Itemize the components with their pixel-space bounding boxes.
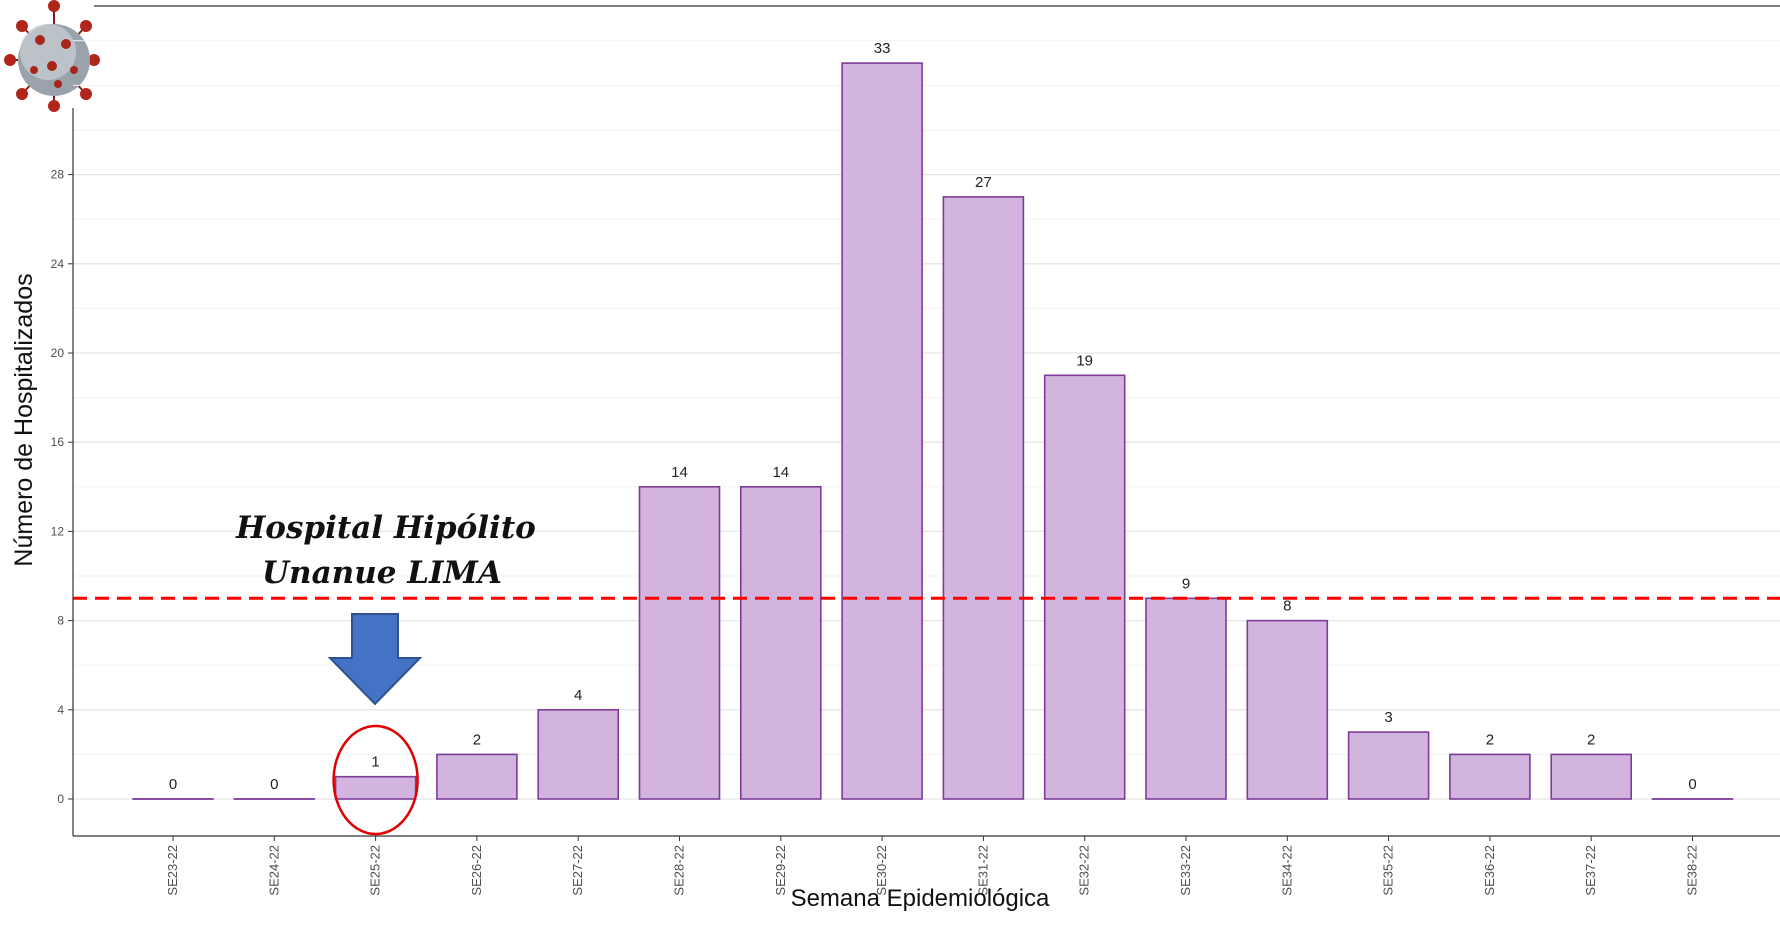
- down-arrow-icon: [327, 613, 423, 706]
- y-tick-label: 4: [57, 703, 64, 717]
- data-label-SE31-22: 27: [975, 174, 992, 191]
- x-tick-label-SE24-22: SE24-22: [266, 845, 281, 896]
- bar-SE31-22: [942, 196, 1025, 800]
- x-ticks: SE23-22 SE24-22 SE25-22 SE26-22 SE27-22 SE28-…: [165, 836, 1700, 896]
- data-label-SE29-22: 14: [772, 464, 789, 481]
- x-tick-label-SE33-22: SE33-22: [1178, 845, 1193, 896]
- data-label-SE35-22: 3: [1384, 709, 1392, 726]
- data-label-SE33-22: 9: [1182, 575, 1190, 592]
- data-label-SE32-22: 19: [1076, 352, 1093, 369]
- data-label-SE24-22: 0: [270, 776, 278, 793]
- y-tick-label: 28: [51, 168, 65, 182]
- virus-icon: [4, 0, 100, 112]
- y-axis-title: Número de Hospitalizados: [10, 273, 38, 566]
- x-tick-label-SE35-22: SE35-22: [1381, 845, 1396, 896]
- x-tick-label-SE36-22: SE36-22: [1482, 845, 1497, 896]
- bar-SE30-22: [841, 62, 923, 800]
- bar-SE25-22: [334, 775, 417, 800]
- bar-SE26-22: [436, 753, 518, 800]
- data-label-SE28-22: 14: [671, 464, 688, 481]
- x-tick-label-SE34-22: SE34-22: [1279, 845, 1294, 896]
- bar-SE32-22: [1043, 374, 1126, 800]
- bar-SE27-22: [537, 708, 620, 800]
- x-tick-label-SE26-22: SE26-22: [469, 845, 484, 896]
- bars: [132, 62, 1734, 800]
- bar-SE33-22: [1145, 597, 1227, 800]
- y-tick-label: 8: [57, 614, 64, 628]
- bar-SE37-22: [1550, 753, 1632, 800]
- data-label-SE30-22: 33: [874, 40, 891, 57]
- y-ticks: 0 4 8 12 16 20 24 28: [51, 168, 73, 806]
- x-tick-label-SE29-22: SE29-22: [773, 845, 788, 896]
- bar-SE29-22: [739, 485, 822, 800]
- highlight-circle: [332, 724, 419, 836]
- x-tick-label-SE23-22: SE23-22: [165, 845, 180, 896]
- data-label-SE25-22: 1: [371, 754, 379, 771]
- y-tick-label: 16: [51, 435, 65, 449]
- bar-SE34-22: [1246, 619, 1329, 800]
- data-label-SE38-22: 0: [1688, 776, 1696, 793]
- bar-SE36-22: [1449, 753, 1531, 800]
- bar-SE28-22: [638, 485, 721, 800]
- x-tick-label-SE27-22: SE27-22: [570, 845, 585, 896]
- data-label-SE37-22: 2: [1587, 731, 1595, 748]
- data-label-SE26-22: 2: [473, 731, 481, 748]
- y-tick-label: 0: [57, 792, 64, 806]
- x-tick-label-SE25-22: SE25-22: [368, 845, 383, 896]
- x-tick-label-SE38-22: SE38-22: [1685, 845, 1700, 896]
- x-tick-label-SE37-22: SE37-22: [1583, 845, 1598, 896]
- annotation-line-1: Hospital Hipólito: [235, 510, 536, 546]
- y-tick-label: 12: [51, 524, 65, 538]
- x-tick-label-SE30-22: SE30-22: [874, 845, 889, 896]
- y-tick-label: 20: [51, 346, 65, 360]
- annotation-line-2: Unanue LIMA: [262, 555, 502, 591]
- x-tick-label-SE28-22: SE28-22: [672, 845, 687, 896]
- data-label-SE23-22: 0: [169, 776, 177, 793]
- data-label-SE34-22: 8: [1283, 598, 1291, 615]
- gridlines: [73, 40, 1780, 800]
- data-labels: 0 0 1 2 4 14 14 33 27 19 9 8 3 2 2 0: [169, 40, 1697, 793]
- x-tick-label-SE31-22: SE31-22: [975, 845, 990, 896]
- data-label-SE27-22: 4: [574, 687, 582, 704]
- bar-SE35-22: [1347, 731, 1430, 800]
- data-label-SE36-22: 2: [1486, 731, 1494, 748]
- x-tick-label-SE32-22: SE32-22: [1077, 845, 1092, 896]
- y-tick-label: 24: [51, 257, 65, 271]
- x-axis-title: Semana Epidemiológica: [791, 885, 1050, 912]
